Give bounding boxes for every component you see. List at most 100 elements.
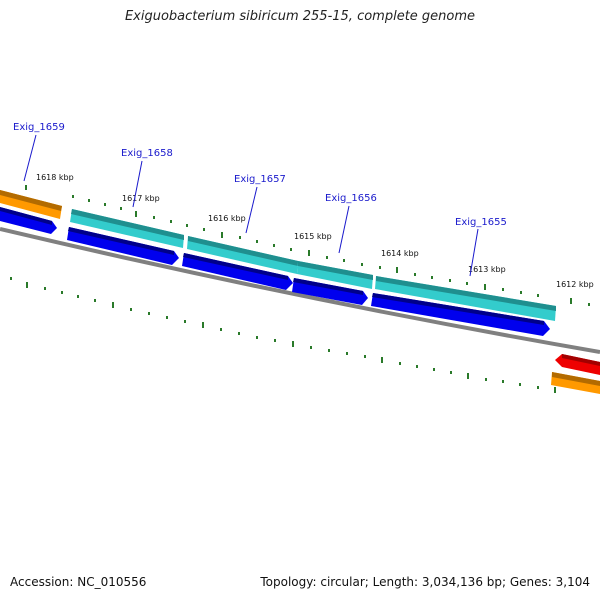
tick-label: 1617 kbp (122, 194, 160, 203)
tick-mark (10, 277, 12, 280)
map-title: Exiguobacterium sibiricum 255-15, comple… (124, 9, 476, 24)
tick-mark (328, 349, 330, 352)
gene-label: Exig_1656 (325, 193, 377, 204)
tick-label: 1618 kbp (36, 173, 74, 182)
tick-mark (135, 211, 137, 217)
tick-mark (466, 282, 468, 285)
cds-arrow-blue[interactable] (182, 253, 293, 290)
tick-mark (537, 386, 539, 389)
cds-arrow-blue[interactable] (371, 293, 550, 336)
tick-label: 1613 kbp (468, 265, 506, 274)
cds-arrow-blue[interactable] (67, 227, 179, 265)
tick-mark (238, 332, 240, 335)
gene-block-teal[interactable] (70, 209, 184, 248)
tick-mark (44, 287, 46, 290)
tick-mark (502, 380, 504, 383)
tick-mark (399, 362, 401, 365)
inner-tick-track (10, 277, 556, 393)
tick-mark (467, 373, 469, 379)
gene-leader-line (23, 134, 37, 182)
tick-mark (290, 248, 292, 251)
tick-label: 1616 kbp (208, 214, 246, 223)
accession-text: Accession: NC_010556 (10, 575, 147, 589)
outer-tick-track (25, 185, 590, 306)
tick-mark (26, 282, 28, 288)
tick-mark (220, 328, 222, 331)
genome-backbone (0, 227, 600, 354)
tick-mark (502, 288, 504, 291)
tick-mark (292, 341, 294, 347)
cds-arrow-blue[interactable] (0, 207, 57, 234)
tick-mark (449, 279, 451, 282)
tick-mark (94, 299, 96, 302)
tick-mark (485, 378, 487, 381)
tick-mark (570, 298, 572, 304)
gene-label: Exig_1658 (121, 148, 173, 159)
cds-arrow-blue[interactable] (292, 278, 368, 305)
tick-mark (414, 273, 416, 276)
gene-leader-line (338, 205, 350, 254)
tick-mark (61, 291, 63, 294)
tick-mark (308, 250, 310, 256)
tick-mark (484, 284, 486, 290)
tick-mark (310, 346, 312, 349)
gene-block-orange-left[interactable] (0, 190, 62, 219)
tick-mark (153, 216, 155, 219)
tick-label: 1615 kbp (294, 232, 332, 241)
tick-mark (120, 207, 122, 210)
tick-mark (519, 383, 521, 386)
tick-mark (203, 228, 205, 231)
gene-label-group: Exig_1659 Exig_1658 Exig_1657 Exig_1656 … (13, 122, 507, 277)
tick-mark (130, 308, 132, 311)
tick-mark (554, 387, 556, 393)
tick-mark (186, 224, 188, 227)
gene-label: Exig_1655 (455, 217, 507, 228)
gene-label: Exig_1657 (234, 174, 286, 185)
tick-mark (537, 294, 539, 297)
tick-mark (148, 312, 150, 315)
tick-mark (520, 291, 522, 294)
tick-mark (170, 220, 172, 223)
tick-mark (433, 368, 435, 371)
scale-labels: 1618 kbp 1617 kbp 1616 kbp 1615 kbp 1614… (36, 173, 594, 289)
gene-leader-line (132, 160, 143, 208)
tick-mark (202, 322, 204, 328)
tick-mark (450, 371, 452, 374)
gene-arrow-red[interactable] (555, 354, 600, 375)
tick-mark (343, 259, 345, 262)
tick-mark (274, 339, 276, 342)
tick-mark (72, 195, 74, 198)
tick-mark (396, 267, 398, 273)
gene-block-teal[interactable] (375, 276, 556, 321)
gene-leader-line (469, 228, 479, 277)
gene-leader-line (245, 186, 258, 234)
tick-mark (381, 357, 383, 363)
tick-mark (364, 355, 366, 358)
tick-mark (166, 316, 168, 319)
tick-mark (239, 236, 241, 239)
tick-mark (25, 185, 27, 190)
tick-label: 1612 kbp (556, 280, 594, 289)
tick-mark (256, 240, 258, 243)
tick-mark (416, 365, 418, 368)
tick-mark (326, 256, 328, 259)
genome-summary-text: Topology: circular; Length: 3,034,136 bp… (260, 575, 590, 589)
gene-label: Exig_1659 (13, 122, 65, 133)
tick-mark (88, 199, 90, 202)
tick-mark (588, 303, 590, 306)
tick-mark (361, 263, 363, 266)
gene-block-teal[interactable] (297, 261, 373, 289)
gene-block-teal[interactable] (187, 236, 298, 274)
tick-mark (431, 276, 433, 279)
tick-mark (379, 266, 381, 269)
tick-mark (112, 302, 114, 308)
gene-block-orange-right[interactable] (551, 372, 600, 394)
tick-mark (184, 320, 186, 323)
tick-mark (77, 295, 79, 298)
tick-mark (346, 352, 348, 355)
tick-mark (104, 203, 106, 206)
tick-mark (221, 232, 223, 238)
tick-label: 1614 kbp (381, 249, 419, 258)
